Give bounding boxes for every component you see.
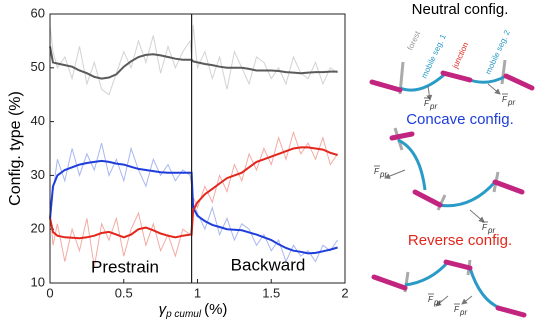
panel-title: Concave config. xyxy=(406,111,514,128)
x-axis-label-part: (%) xyxy=(204,301,227,318)
x-tick-label: 0.5 xyxy=(115,285,133,300)
concave-shape xyxy=(384,127,525,223)
force-label: F xyxy=(424,99,430,108)
label-forest: forest xyxy=(406,29,423,52)
phase-label: Backward xyxy=(231,255,306,274)
y-axis-label: Config. type (%) xyxy=(7,91,24,206)
y-tick-label: 40 xyxy=(31,113,45,128)
label-seg2: mobile seg. 2 xyxy=(484,28,512,75)
panel-title: Reverse config. xyxy=(408,232,512,249)
raw-line xyxy=(49,24,338,96)
x-tick-label: 2 xyxy=(341,285,348,300)
x-tick-label: 1 xyxy=(194,285,201,300)
force-label: F xyxy=(428,295,434,304)
label-junction: junction xyxy=(450,41,470,71)
y-tick-label: 30 xyxy=(31,167,45,182)
y-tick-label: 50 xyxy=(31,59,45,74)
diagram: Neutral config. Concave config. Reverse … xyxy=(369,1,535,318)
reverse-shape xyxy=(371,259,527,318)
x-axis-label-part: γ xyxy=(159,301,168,318)
phase-label: Prestrain xyxy=(91,257,159,276)
force-label-sub: pr xyxy=(459,308,467,317)
neutral-shape xyxy=(369,59,535,101)
force-label-sub: pr xyxy=(487,226,495,235)
y-tick-label: 20 xyxy=(31,221,45,236)
force-label: F xyxy=(374,167,380,176)
force-label: F xyxy=(454,305,460,314)
x-tick-label: 1.5 xyxy=(262,285,280,300)
y-tick-label: 60 xyxy=(31,5,45,20)
force-label: F xyxy=(482,223,488,232)
smooth-line xyxy=(49,146,338,240)
force-label-sub: pr xyxy=(433,298,441,307)
x-tick-label: 0 xyxy=(46,285,53,300)
force-label-sub: pr xyxy=(379,170,387,179)
plot-frame xyxy=(49,13,346,284)
x-axis-label: γp cumul (%) xyxy=(159,301,228,320)
x-axis-label-part: p cumul xyxy=(165,309,202,320)
force-label: F xyxy=(502,95,508,104)
panel-title: Neutral config. xyxy=(412,1,509,18)
smooth-line xyxy=(49,46,338,80)
force-label-sub: pr xyxy=(507,98,515,107)
y-tick-label: 10 xyxy=(31,274,45,289)
force-label-sub: pr xyxy=(429,102,437,111)
